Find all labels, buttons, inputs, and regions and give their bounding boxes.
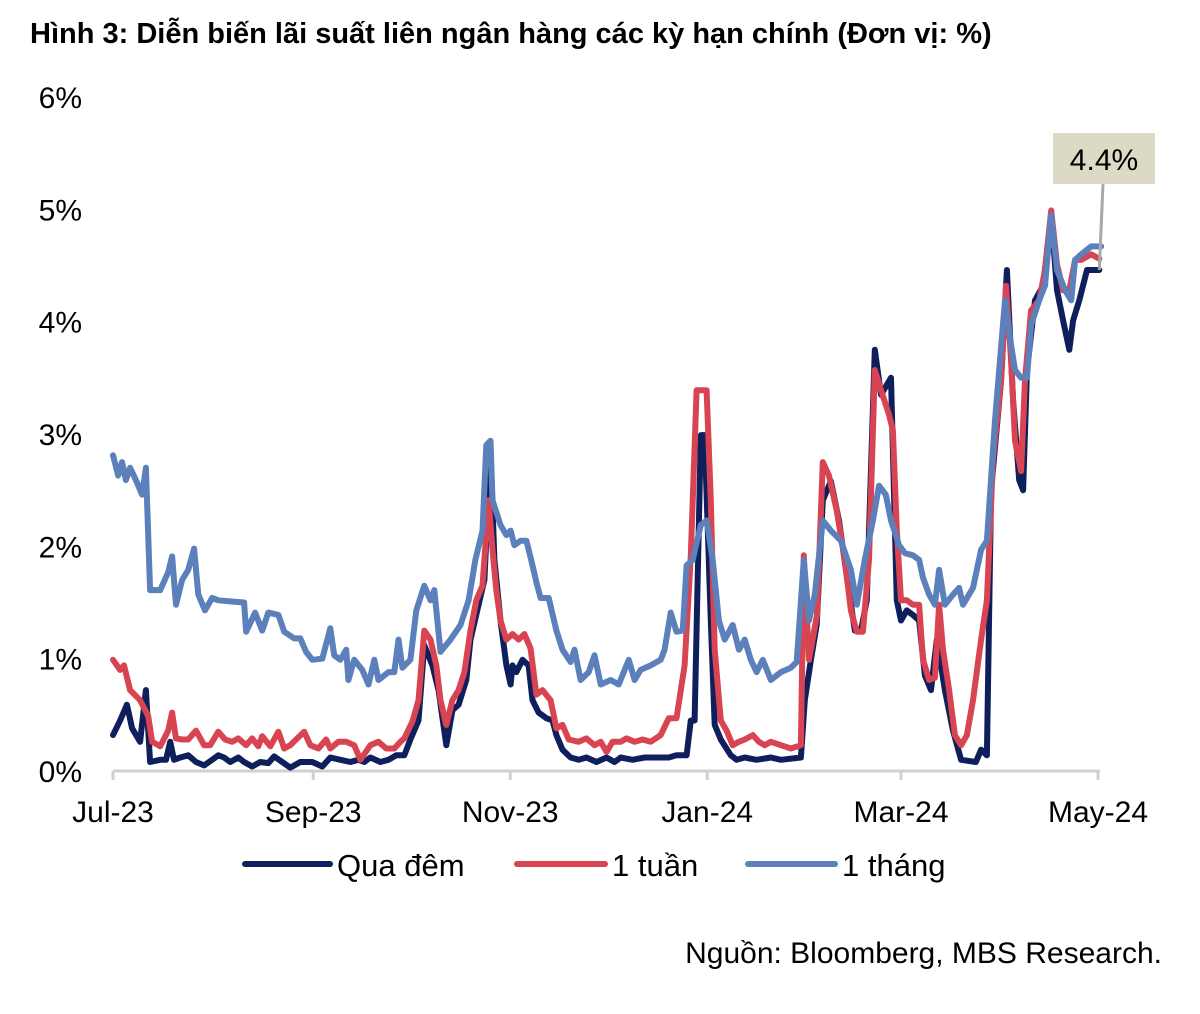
x-tick-label: Jan-24 bbox=[661, 796, 753, 829]
x-tick-label: Jul-23 bbox=[72, 796, 154, 829]
annotation-leader-line bbox=[1097, 183, 1105, 271]
series-line-1 bbox=[110, 207, 1103, 763]
y-tick-label: 4% bbox=[39, 307, 82, 340]
x-tick-label: Nov-23 bbox=[462, 796, 559, 829]
y-tick-label: 1% bbox=[39, 644, 82, 677]
y-tick-label: 6% bbox=[39, 82, 82, 115]
x-tick-label: May-24 bbox=[1048, 796, 1148, 829]
x-axis: Jul-23 Sep-23 Nov-23 Jan-24 Mar-24 May-24 bbox=[72, 769, 1148, 829]
series-line-2 bbox=[110, 211, 1105, 688]
annotation-label: 4.4% bbox=[1070, 144, 1138, 177]
y-tick-label: 3% bbox=[39, 419, 82, 452]
x-tick-label: Sep-23 bbox=[265, 796, 362, 829]
x-tick-label: Mar-24 bbox=[853, 796, 948, 829]
y-tick-label: 2% bbox=[39, 531, 82, 564]
y-tick-label: 0% bbox=[39, 756, 82, 789]
annotation: 4.4% bbox=[1053, 133, 1155, 271]
legend-label-1: 1 tuần bbox=[612, 848, 698, 883]
legend-label-0: Qua đêm bbox=[337, 848, 465, 883]
series-lines bbox=[110, 207, 1105, 771]
legend-label-2: 1 tháng bbox=[842, 848, 945, 883]
legend: Qua đêm 1 tuần 1 tháng bbox=[242, 848, 945, 883]
chart-title: Hình 3: Diễn biến lãi suất liên ngân hàn… bbox=[30, 18, 992, 50]
annotation-box bbox=[1053, 133, 1155, 184]
y-axis: 0% 1% 2% 3% 4% 5% 6% bbox=[39, 82, 82, 789]
y-tick-label: 5% bbox=[39, 194, 82, 227]
source-note: Nguồn: Bloomberg, MBS Research. bbox=[685, 937, 1162, 970]
